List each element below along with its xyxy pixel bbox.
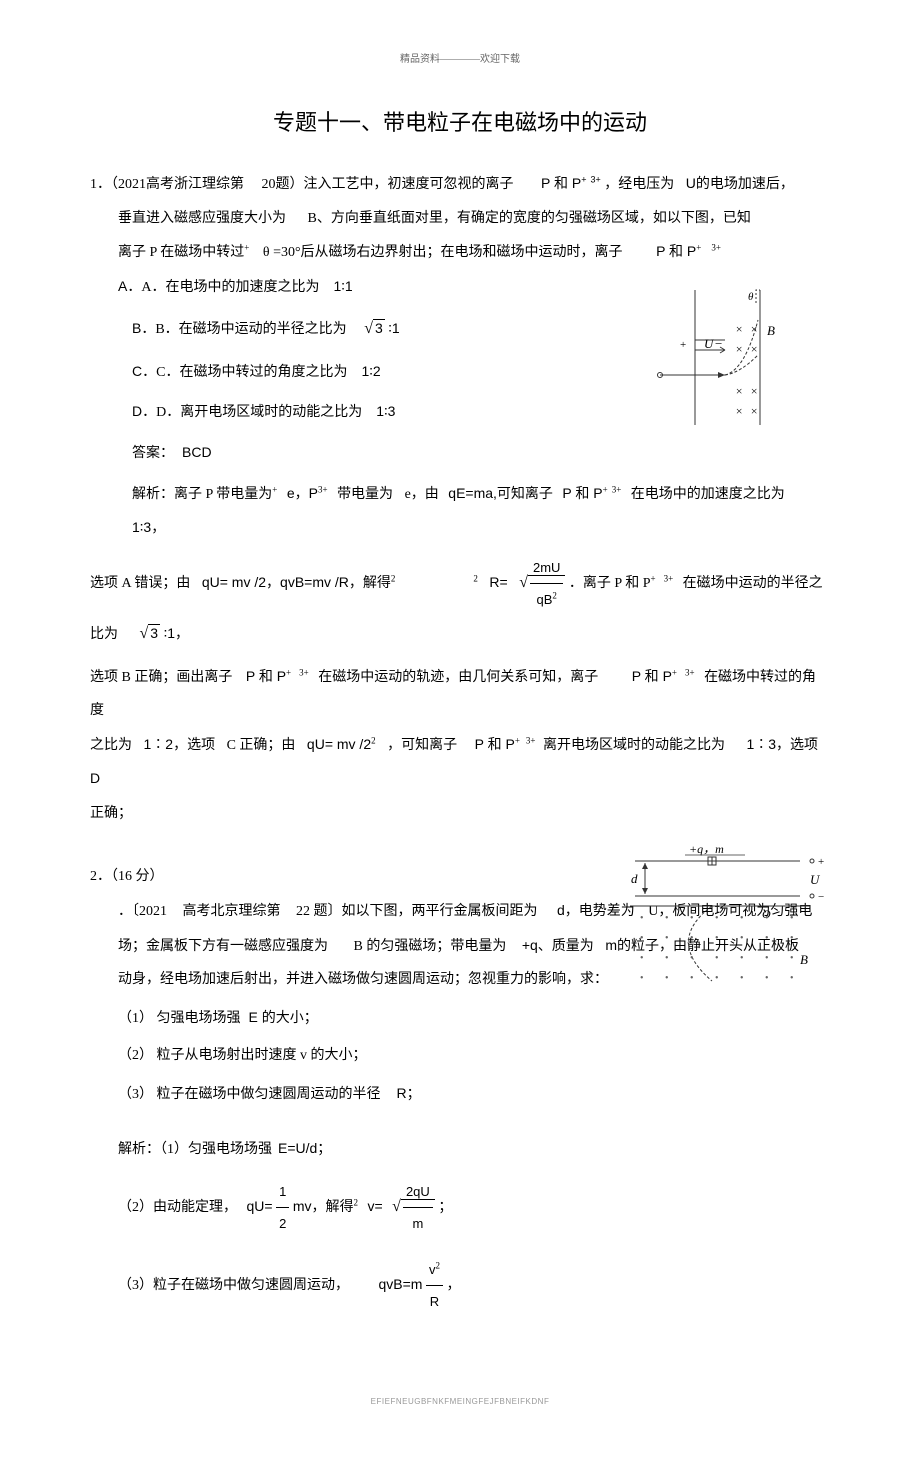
svg-text:−: − bbox=[818, 891, 824, 903]
q1-solution-line2: 选项 A 错误；由 qU= mv /2，qvB=mv /R，解得22 R= 2m… bbox=[90, 552, 830, 654]
svg-text:•: • bbox=[640, 973, 644, 984]
q1-solution-line4: 之比为 1∶2，选项 C 正确；由 qU= mv /22 ，可知离子 P 和 P… bbox=[90, 728, 830, 797]
q2-solution3: （3）粒子在磁场中做匀速圆周运动， qvB=m v2R ， bbox=[90, 1254, 830, 1317]
svg-text:B: B bbox=[800, 952, 808, 967]
svg-text:•: • bbox=[765, 973, 769, 984]
svg-text:•: • bbox=[765, 913, 769, 924]
svg-text:•: • bbox=[740, 913, 744, 924]
svg-text:•: • bbox=[690, 933, 694, 944]
svg-text:×: × bbox=[750, 404, 758, 418]
svg-text:×: × bbox=[735, 404, 743, 418]
svg-text:•: • bbox=[690, 913, 694, 924]
svg-text:•: • bbox=[790, 953, 794, 964]
svg-text:•: • bbox=[740, 953, 744, 964]
q2-solution1: 解析：（1）匀强电场场强E=U/d； bbox=[90, 1132, 830, 1167]
figure-2: + − U d +q，m O ••••••• ••••••• ••••••• •… bbox=[615, 841, 825, 991]
page-title: 专题十一、带电粒子在电磁场中的运动 bbox=[90, 105, 830, 137]
svg-text:•: • bbox=[640, 933, 644, 944]
svg-text:U: U bbox=[810, 872, 821, 887]
q2-part2: （2） 粒子从电场射出时速度 v 的大小； bbox=[90, 1039, 830, 1073]
svg-text:+: + bbox=[818, 856, 824, 868]
svg-text:•: • bbox=[665, 973, 669, 984]
svg-text:•: • bbox=[740, 973, 744, 984]
svg-text:•: • bbox=[765, 933, 769, 944]
svg-text:−: − bbox=[715, 336, 722, 351]
q1-answer: 答案：BCD bbox=[90, 436, 830, 471]
svg-text:•: • bbox=[715, 933, 719, 944]
svg-text:×: × bbox=[750, 342, 758, 356]
q1-stem-line1: 1．（2021高考浙江理综第 20题）注入工艺中，初速度可忽视的离子 P 和 P… bbox=[90, 167, 830, 202]
q1-stem-line3: 离子 P 在磁场中转过+ θ =30°后从磁场右边界射出；在电场和磁场中运动时，… bbox=[90, 235, 830, 270]
q1-stem-line2: 垂直进入磁感应强度大小为 B、方向垂直纸面对里，有确定的宽度的匀强磁场区域，如以… bbox=[90, 202, 830, 236]
svg-text:θ: θ bbox=[748, 291, 754, 303]
page-header: 精品资料————欢迎下载 bbox=[90, 50, 830, 65]
svg-text:•: • bbox=[640, 913, 644, 924]
svg-text:×: × bbox=[750, 384, 758, 398]
svg-text:×: × bbox=[735, 322, 743, 336]
svg-text:•: • bbox=[715, 973, 719, 984]
svg-text:•: • bbox=[715, 913, 719, 924]
svg-text:•: • bbox=[690, 953, 694, 964]
q1-solution-line1: 解析：离子 P 带电量为+ e，P3+ 带电量为 e，由 qE=ma,可知离子 … bbox=[90, 477, 830, 546]
svg-text:•: • bbox=[715, 953, 719, 964]
svg-text:•: • bbox=[790, 913, 794, 924]
q1-solution-line5: 正确； bbox=[90, 797, 830, 831]
svg-text:•: • bbox=[665, 953, 669, 964]
svg-text:+q，m: +q，m bbox=[689, 842, 724, 856]
svg-text:•: • bbox=[790, 933, 794, 944]
svg-text:×: × bbox=[735, 384, 743, 398]
svg-text:•: • bbox=[640, 953, 644, 964]
svg-text:+: + bbox=[680, 339, 686, 351]
svg-text:•: • bbox=[790, 973, 794, 984]
page-footer: EFIEFNEUGBFNKFMEINGFEJFBNEIFKDNF bbox=[90, 1397, 830, 1406]
svg-text:×: × bbox=[735, 342, 743, 356]
figure-1: × × × × × × × × + U − B θ bbox=[640, 275, 820, 435]
q1-solution-line3: 选项 B 正确；画出离子 P 和 P+3+ 在磁场中运动的轨迹，由几何关系可知，… bbox=[90, 660, 830, 728]
svg-text:×: × bbox=[750, 322, 758, 336]
q2-part3: （3） 粒子在磁场中做匀速圆周运动的半径R； bbox=[90, 1077, 830, 1112]
svg-text:•: • bbox=[765, 953, 769, 964]
q2-solution2: （2）由动能定理， qU= 12 mv，解得2 v= 2qUm ； bbox=[90, 1176, 830, 1239]
svg-text:U: U bbox=[704, 336, 715, 351]
svg-text:•: • bbox=[740, 933, 744, 944]
svg-text:B: B bbox=[767, 323, 775, 338]
svg-text:•: • bbox=[665, 913, 669, 924]
q2-part1: （1） 匀强电场场强E 的大小； bbox=[90, 1001, 830, 1036]
svg-text:•: • bbox=[665, 933, 669, 944]
svg-text:•: • bbox=[690, 973, 694, 984]
svg-text:d: d bbox=[631, 871, 638, 886]
